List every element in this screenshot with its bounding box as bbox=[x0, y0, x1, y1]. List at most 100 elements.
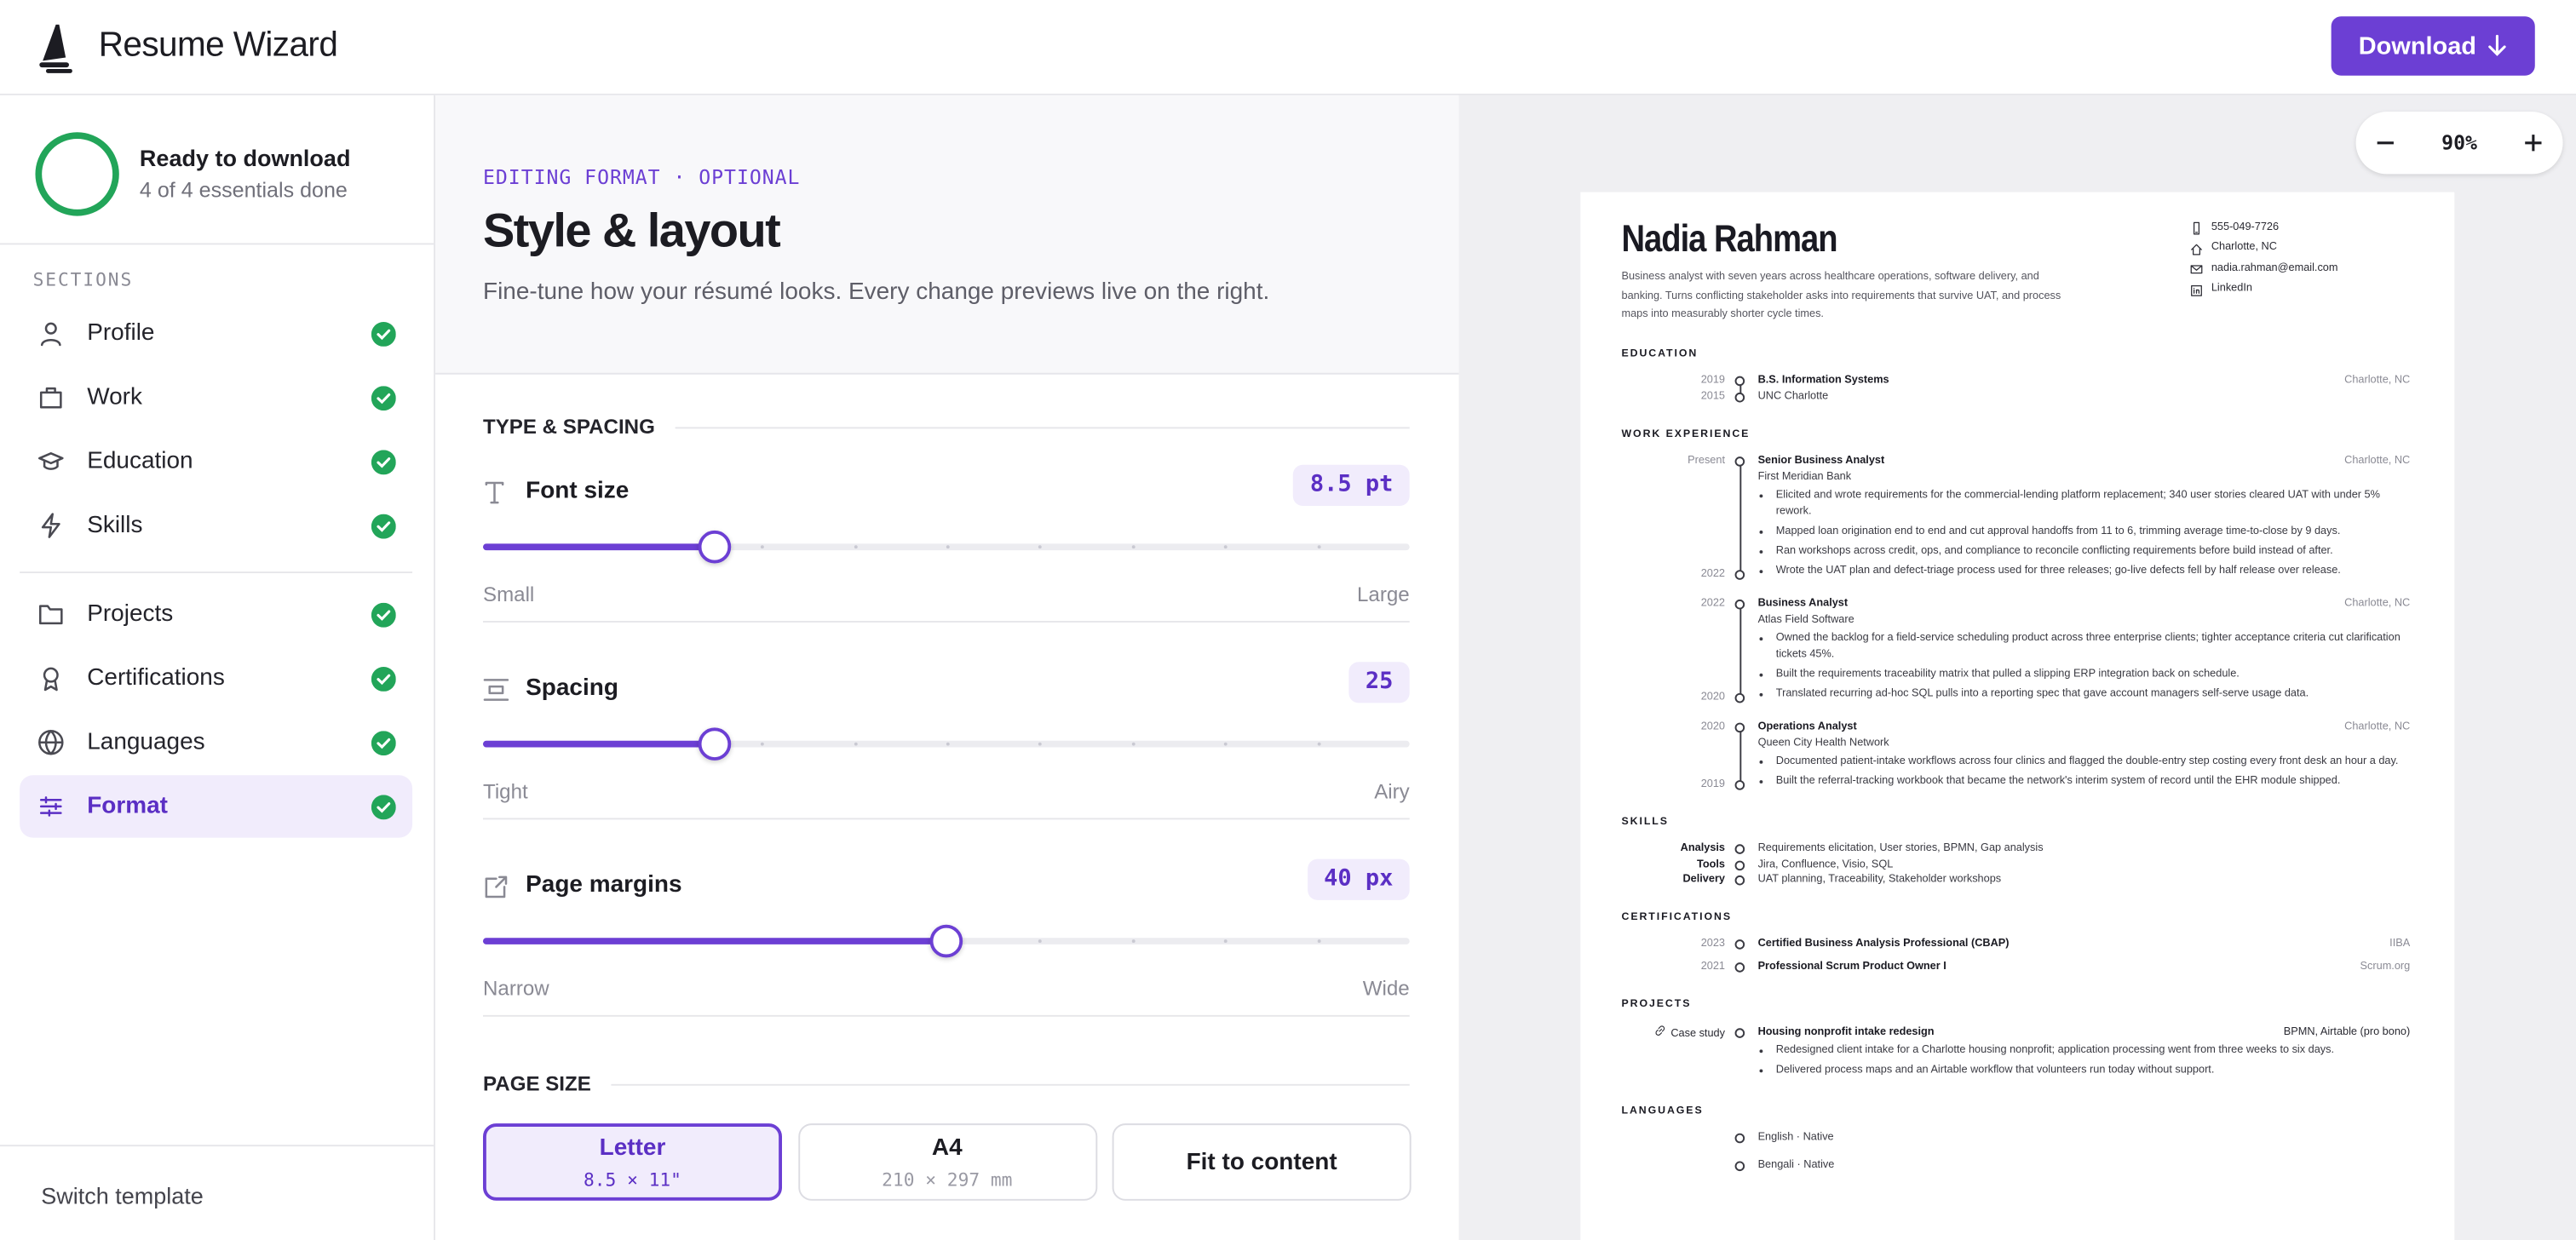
entry-date-start: 2015 bbox=[1700, 390, 1725, 403]
track-tick bbox=[1038, 545, 1043, 549]
header: Resume Wizard Download bbox=[0, 0, 2576, 95]
entry-bullet: Mapped loan origination end to end and c… bbox=[1776, 525, 2410, 541]
nav-item[interactable]: Skills bbox=[20, 494, 412, 556]
entry-bullets: Owned the backlog for a field-service sc… bbox=[1758, 631, 2411, 703]
track-tick bbox=[854, 545, 857, 549]
track-tick bbox=[1224, 939, 1228, 943]
timeline-line bbox=[1739, 731, 1741, 783]
nav-icon bbox=[38, 452, 64, 470]
cert-issuer: IIBA bbox=[2389, 938, 2411, 950]
timeline-dot bbox=[1734, 392, 1745, 403]
nav-item[interactable]: Projects bbox=[20, 583, 412, 646]
contact-text: LinkedIn bbox=[2211, 283, 2252, 296]
entry-content: B.S. Information Systems Charlotte, NC UNC… bbox=[1758, 372, 2411, 405]
timeline-dot bbox=[1734, 860, 1745, 871]
check-icon bbox=[371, 731, 396, 762]
nav-item[interactable]: Format bbox=[20, 775, 413, 838]
contact-icon bbox=[2191, 244, 2202, 255]
zoom-in[interactable] bbox=[2523, 133, 2543, 152]
track-tick bbox=[946, 742, 950, 746]
slider-icon-svg bbox=[485, 875, 508, 898]
slider-icon-svg bbox=[485, 481, 504, 504]
entry-title-row: Senior Business Analyst Charlotte, NC bbox=[1758, 454, 2411, 470]
slider-value: 8.5 pt bbox=[1293, 464, 1410, 506]
slider-icon bbox=[483, 479, 509, 514]
entry-bullet: Owned the backlog for a field-service sc… bbox=[1776, 631, 2410, 664]
eyebrow: EDITING FORMAT · OPTIONAL bbox=[482, 165, 801, 189]
option-label: A4 bbox=[931, 1134, 963, 1161]
slider-track[interactable] bbox=[482, 924, 1410, 958]
timeline bbox=[1730, 454, 1750, 583]
divider bbox=[0, 243, 434, 245]
timeline bbox=[1730, 873, 1750, 888]
slider-min: Tight bbox=[482, 780, 528, 804]
project-label-text: Case study bbox=[1670, 1027, 1725, 1040]
zoom-control: 90% bbox=[2355, 112, 2563, 175]
resume-entry: Present 2022 Senior Business Analyst Charlo… bbox=[1621, 454, 2410, 583]
contact-icon bbox=[2193, 222, 2200, 235]
page-size-option[interactable]: A4 210 × 297 mm bbox=[797, 1123, 1097, 1201]
project-bullets: Redesigned client intake for a Charlotte… bbox=[1758, 1042, 2411, 1078]
skill-row: Delivery UAT planning, Traceability, Stak… bbox=[1621, 873, 2410, 888]
track-tick bbox=[854, 742, 857, 746]
nav-item[interactable]: Profile bbox=[20, 302, 412, 365]
divider bbox=[482, 818, 1410, 820]
entry-bullet: Wrote the UAT plan and defect-triage pro… bbox=[1776, 564, 2410, 580]
slider-max: Large bbox=[1357, 583, 1410, 606]
resume-section-title: EDUCATION bbox=[1621, 347, 1699, 359]
entry-location: Charlotte, NC bbox=[2344, 455, 2411, 468]
slider-track[interactable] bbox=[482, 727, 1410, 761]
entry-date-start: 2022 bbox=[1700, 568, 1725, 581]
divider bbox=[20, 571, 413, 574]
slider-thumb[interactable] bbox=[698, 727, 732, 761]
page-size-option[interactable]: Letter 8.5 × 11" bbox=[482, 1123, 782, 1201]
download-button[interactable]: Download bbox=[2331, 16, 2535, 76]
slider-max: Wide bbox=[1362, 977, 1410, 1001]
timeline bbox=[1730, 1025, 1750, 1082]
download-icon bbox=[2488, 34, 2507, 56]
check bbox=[371, 602, 396, 628]
entry-dates: 2022 2020 bbox=[1621, 596, 1725, 706]
switch-template[interactable]: Switch template bbox=[41, 1182, 204, 1209]
track-tick bbox=[1038, 939, 1043, 943]
slider-max: Airy bbox=[1374, 780, 1410, 804]
project-title: Housing nonprofit intake redesign bbox=[1757, 1025, 1935, 1038]
nav-item[interactable]: Education bbox=[20, 430, 412, 492]
check bbox=[371, 514, 396, 539]
nav-label: Languages bbox=[87, 729, 205, 756]
cert-content: Certified Business Analysis Professional… bbox=[1758, 937, 2411, 953]
track-tick bbox=[1224, 545, 1228, 549]
nav-item[interactable]: Languages bbox=[20, 711, 412, 773]
page-size-option[interactable]: Fit to content bbox=[1112, 1123, 1412, 1201]
check bbox=[371, 450, 396, 475]
nav-label: Certifications bbox=[87, 665, 225, 692]
nav-item[interactable]: Work bbox=[20, 366, 412, 428]
resume-name: Nadia Rahman bbox=[1621, 216, 1837, 260]
slider-fill bbox=[482, 543, 715, 551]
editor: EDITING FORMAT · OPTIONAL Style & layout… bbox=[435, 95, 1459, 1240]
nav-label: Profile bbox=[87, 320, 155, 347]
contact: LinkedIn bbox=[2190, 280, 2338, 301]
skill-label: Analysis bbox=[1680, 843, 1725, 855]
nav-icon bbox=[39, 387, 62, 409]
slider-thumb[interactable] bbox=[698, 530, 732, 564]
check-icon bbox=[371, 602, 396, 634]
nav-icon bbox=[39, 796, 62, 817]
slider-icon-svg bbox=[483, 679, 509, 701]
timeline-dot bbox=[1734, 780, 1745, 790]
nav-icon bbox=[43, 667, 59, 692]
option-detail: 8.5 × 11" bbox=[584, 1168, 681, 1191]
nav-item[interactable]: Certifications bbox=[20, 647, 412, 709]
check-icon bbox=[371, 386, 396, 417]
slider-track[interactable] bbox=[482, 530, 1410, 564]
preview: 90% Nadia Rahman Business analyst with s… bbox=[1458, 95, 2576, 1240]
slider-thumb[interactable] bbox=[929, 924, 963, 958]
progress-ring bbox=[35, 132, 119, 216]
skill-value: UAT planning, Traceability, Stakeholder … bbox=[1757, 874, 2002, 887]
skill-row: Tools Jira, Confluence, Visio, SQL bbox=[1621, 858, 2410, 873]
zoom-out[interactable] bbox=[2376, 133, 2395, 152]
track-tick bbox=[1316, 742, 1320, 746]
entry-location: Charlotte, NC bbox=[2344, 374, 2411, 386]
editor-subtitle: Fine-tune how your résumé looks. Every c… bbox=[482, 278, 1270, 306]
